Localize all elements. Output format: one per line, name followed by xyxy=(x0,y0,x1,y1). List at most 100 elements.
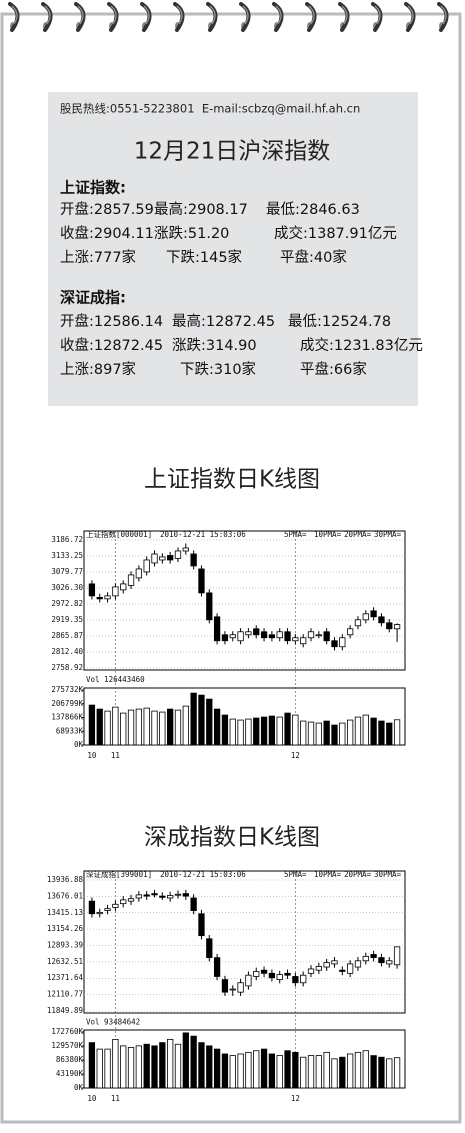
volume-bar xyxy=(292,714,299,746)
candle-body xyxy=(253,971,260,977)
legend-entry: 30PMA= xyxy=(374,530,402,539)
spiral-rings xyxy=(8,2,449,32)
candle-body xyxy=(323,962,330,968)
candle-body xyxy=(182,547,189,552)
chart-timestamp: 2010-12-21 15:03:06 xyxy=(160,870,246,879)
block-item: 最高:12872.45 xyxy=(172,313,275,330)
volume-bar xyxy=(393,1057,401,1089)
chart-title: 深成指数日K线图 xyxy=(144,825,320,851)
block-item: 收盘:12872.45 xyxy=(60,336,163,354)
candle-body xyxy=(284,972,291,976)
candle-body xyxy=(174,893,182,896)
candle-body xyxy=(292,637,299,642)
block-item: 最低:2846.63 xyxy=(266,201,360,218)
info-title: 12月21日沪深指数 xyxy=(134,139,331,165)
volume-tick-label: 68933K xyxy=(56,726,84,735)
volume-tick-label: 275732K xyxy=(51,685,83,694)
legend-entry: 10PMA= xyxy=(314,870,342,879)
candle-body xyxy=(167,895,174,899)
volume-bar xyxy=(104,1048,111,1089)
candle-body xyxy=(159,895,166,898)
candle-body xyxy=(370,954,377,959)
candle-body xyxy=(300,974,307,984)
volume-tick-label: 0K xyxy=(74,740,84,749)
ring-shine xyxy=(77,5,84,25)
y-tick-label: 13936.88 xyxy=(47,875,84,884)
legend-entry: 5PMA= xyxy=(284,870,307,879)
volume-bar xyxy=(284,712,291,746)
block-item: 最高:2908.17 xyxy=(154,201,248,218)
candle-body xyxy=(260,969,268,974)
candle-body xyxy=(393,946,401,966)
volume-bar xyxy=(174,1043,182,1089)
hotline: 股民热线:0551-5223801 E-mail:scbzq@mail.hf.a… xyxy=(60,102,360,116)
block-item: 成交:1387.91亿元 xyxy=(274,224,397,242)
volume-bar xyxy=(253,1050,260,1089)
candle-body xyxy=(112,903,119,908)
volume-bar xyxy=(182,1032,189,1089)
candle-body xyxy=(104,908,111,911)
volume-bar xyxy=(245,1051,252,1089)
block-item: 成交:1231.83亿元 xyxy=(300,336,423,354)
y-tick-label: 3186.72 xyxy=(51,535,83,544)
candle-body xyxy=(143,894,150,897)
volume-bar xyxy=(104,710,111,746)
volume-bar xyxy=(190,1035,197,1089)
ring-shine xyxy=(242,5,249,25)
candle-body xyxy=(213,616,221,642)
candle-body xyxy=(354,960,362,968)
volume-bar xyxy=(276,716,283,746)
ring-shine xyxy=(176,5,183,25)
volume-bar xyxy=(198,694,205,746)
candle-body xyxy=(268,634,276,639)
volume-bar xyxy=(88,1042,96,1089)
y-tick-label: 3026.30 xyxy=(51,583,83,592)
volume-bar xyxy=(346,719,354,746)
candle-body xyxy=(229,988,236,991)
y-tick-label: 13676.01 xyxy=(47,891,83,900)
y-tick-label: 2865.87 xyxy=(51,631,83,640)
candle-body xyxy=(127,574,135,586)
candle-body xyxy=(284,631,291,642)
block-item: 下跌:310家 xyxy=(180,361,256,378)
candle-body xyxy=(386,622,393,630)
volume-bar xyxy=(182,705,189,746)
candle-body xyxy=(229,634,236,639)
volume-tick-label: 172760K xyxy=(51,1027,83,1036)
candle-body xyxy=(393,624,401,630)
volume-bar xyxy=(229,1055,236,1089)
volume-bar xyxy=(229,718,236,746)
candle-body xyxy=(206,938,213,959)
volume-bar xyxy=(323,1051,330,1089)
block-item: 平盘:40家 xyxy=(280,248,347,266)
price-frame xyxy=(83,870,406,1014)
volume-bar xyxy=(237,1053,244,1089)
y-tick-label: 3133.25 xyxy=(51,551,83,560)
candle-body xyxy=(190,897,197,911)
volume-bar xyxy=(237,719,244,746)
candle-body xyxy=(260,631,268,639)
candle-body xyxy=(245,631,252,636)
volume-bar xyxy=(315,722,322,746)
volume-bar xyxy=(354,716,362,746)
ring-shine xyxy=(110,5,117,25)
x-tick-label: 12 xyxy=(291,1094,300,1103)
volume-bar xyxy=(307,721,315,746)
volume-tick-label: 129570K xyxy=(51,1041,83,1050)
volume-bar xyxy=(323,720,330,746)
volume-bar xyxy=(284,1050,291,1089)
legend-entry: 10PMA= xyxy=(314,530,342,539)
candle-body xyxy=(245,974,252,987)
candle-body xyxy=(127,898,135,902)
volume-bar xyxy=(159,1042,166,1089)
candle-body xyxy=(378,957,385,964)
chart-label: 上证指数[000001] xyxy=(86,529,152,539)
candle-body xyxy=(198,568,205,594)
volume-tick-label: 0K xyxy=(74,1083,84,1092)
legend-entry: 20PMA= xyxy=(344,530,372,539)
volume-bar xyxy=(386,1058,393,1089)
volume-bar xyxy=(112,706,119,746)
candle-body xyxy=(151,893,158,896)
candle-body xyxy=(315,966,322,971)
